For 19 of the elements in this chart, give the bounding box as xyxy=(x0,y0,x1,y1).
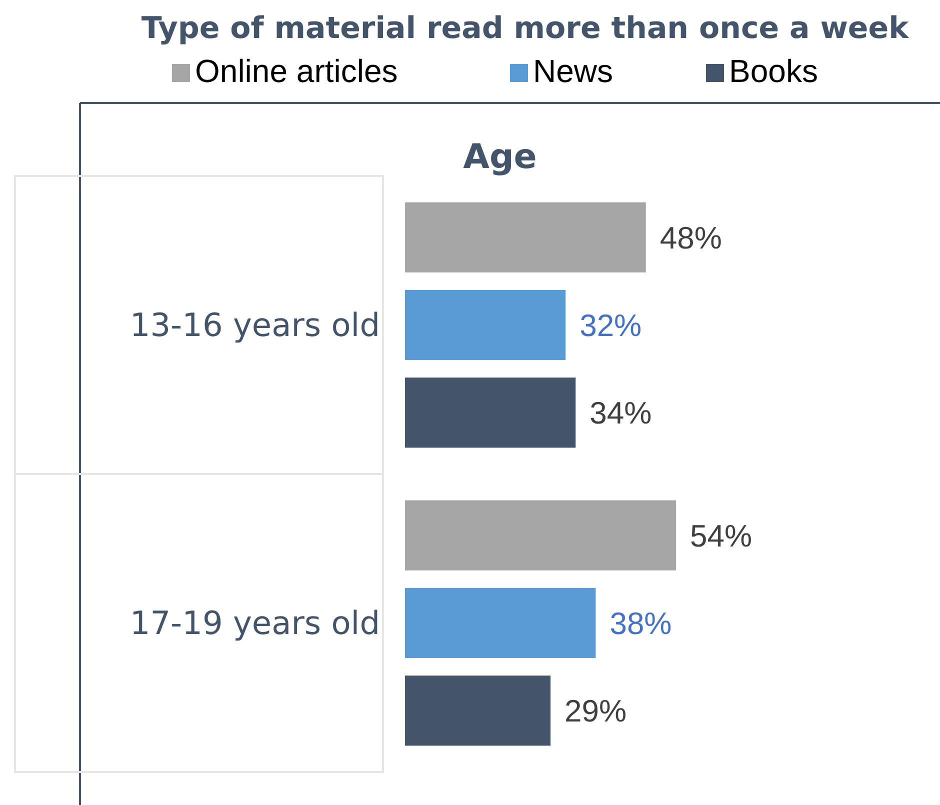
data-label: 34% xyxy=(590,396,652,431)
y-tick-label: 17-19 years old xyxy=(130,604,380,642)
bar xyxy=(405,378,576,448)
data-label: 54% xyxy=(690,518,752,554)
bar xyxy=(405,202,646,272)
bar xyxy=(405,588,596,658)
legend-label: News xyxy=(533,53,614,89)
data-label: 29% xyxy=(564,694,627,729)
chart-title: Type of material read more than once a week xyxy=(141,11,910,46)
bar xyxy=(405,676,551,746)
data-label: 48% xyxy=(660,220,722,256)
y-axis-title: Age xyxy=(463,137,537,177)
legend-label: Online articles xyxy=(195,53,398,89)
data-label: 32% xyxy=(580,308,642,343)
data-label: 38% xyxy=(610,606,672,641)
bar xyxy=(405,500,676,570)
legend-label: Books xyxy=(729,53,818,89)
bar xyxy=(405,290,566,360)
y-tick-label: 13-16 years old xyxy=(130,306,380,344)
